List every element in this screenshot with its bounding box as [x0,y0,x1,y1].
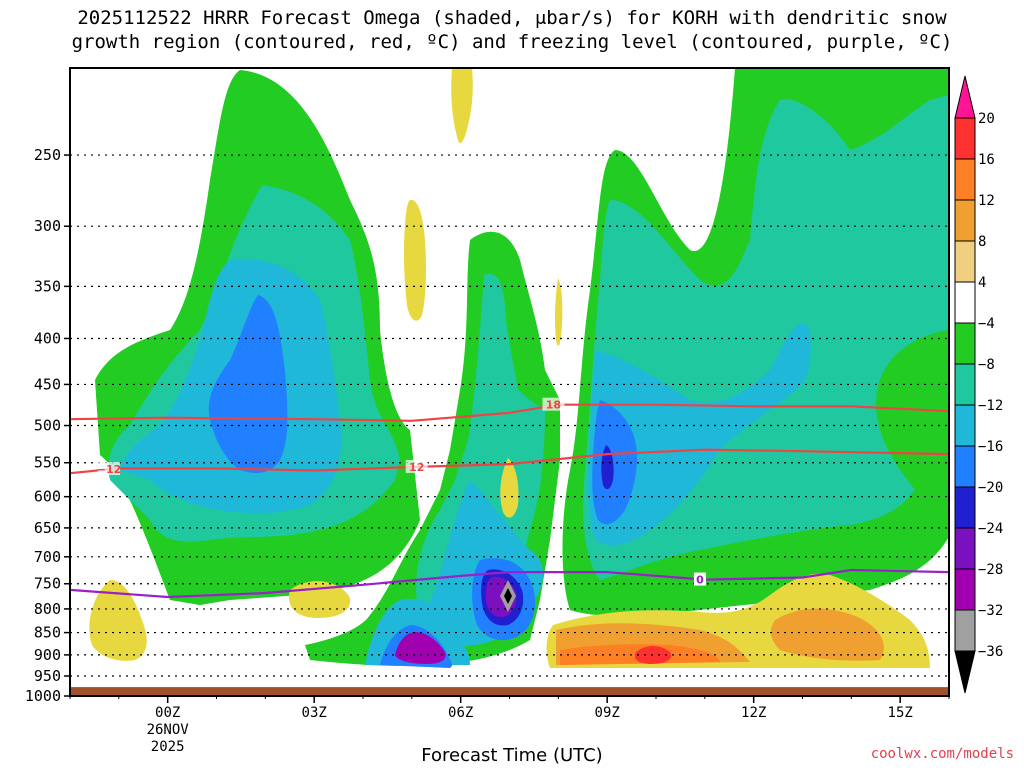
y-tick-label: 300 [34,217,61,235]
x-tick-label: 09Z [595,705,620,721]
y-tick-label: 350 [34,277,61,295]
colorbar-level-label: −8 [978,357,995,373]
title-line-1: 2025112522 HRRR Forecast Omega (shaded, … [77,7,947,29]
dgz-contour-label: 18 [546,399,561,412]
colorbar-top-arrow [954,75,976,119]
colorbar-swatch [954,199,976,242]
y-tick-label: 800 [34,600,61,618]
contour-label-bg [542,397,565,411]
colorbar-level-label: −28 [978,562,1003,578]
colorbar-level-label: −12 [978,398,1003,414]
y-tick-label: 400 [34,329,61,347]
colorbar-swatch [954,486,976,529]
omega-region-black-core [504,588,512,604]
y-tick-label: 250 [34,146,61,164]
colorbar-swatch [954,404,976,447]
y-tick-label: 900 [34,646,61,664]
contour-label-bg [405,459,428,473]
title-line-2: growth region (contoured, red, ºC) and f… [71,31,953,53]
colorbar-level-label: 4 [978,275,986,291]
chart-title: 2025112522 HRRR Forecast Omega (shaded, … [0,6,1024,54]
colorbar: 20 16 12 8 4 −4 −8 −12 −16 −20 −24 −28 −32 −36 [954,75,1003,694]
y-tick-label: 1000 [25,687,61,705]
colorbar-swatch [954,363,976,406]
colorbar-swatch [954,568,976,611]
colorbar-level-label: 8 [978,234,986,250]
x-tick-year: 2025 [151,739,185,755]
x-tick-label: 15Z [888,705,913,721]
colorbar-level-label: −4 [978,316,995,332]
colorbar-level-label: −20 [978,480,1003,496]
y-tick-label: 450 [34,375,61,393]
colorbar-swatch [954,322,976,365]
x-tick-date: 26NOV [147,722,190,738]
freezing-level-contour [69,568,950,599]
watermark: coolwx.com/models [870,746,1014,762]
x-tick-label: 12Z [741,705,766,721]
omega-region-blue-left [208,295,288,473]
x-tick-label: 03Z [302,705,327,721]
colorbar-swatch [954,527,976,570]
colorbar-level-label: −36 [978,644,1003,660]
omega-region-red-right [634,646,672,664]
colorbar-swatch [954,281,976,324]
colorbar-swatch [954,158,976,201]
y-tick-label: 850 [34,624,61,642]
y-tick-label: 750 [34,575,61,593]
colorbar-level-label: 12 [978,193,995,209]
omega-region-yellow-left [89,580,147,661]
contour-label-bg [98,462,121,476]
colorbar-swatch [954,609,976,652]
colorbar-bottom-arrow [954,650,976,694]
omega-region-yellow-upper [403,199,426,321]
omega-region-yellow-thin [554,278,563,346]
dgz-contour [69,448,950,475]
x-axis-label: Forecast Time (UTC) [421,745,603,766]
colorbar-level-label: −24 [978,521,1003,537]
colorbar-swatch [954,240,976,283]
colorbar-level-label: 20 [978,111,995,127]
omega-region-yellow-top [451,68,473,144]
colorbar-level-label: −16 [978,439,1003,455]
ground-surface [70,687,949,696]
dgz-contour [69,403,950,422]
omega-region-cyan-right [587,323,811,546]
x-tick-label: 06Z [448,705,473,721]
y-tick-label: 600 [34,488,61,506]
y-tick-label: 650 [34,519,61,537]
y-tick-label: 950 [34,667,61,685]
contour-label-bg [693,572,706,586]
omega-region-blue-right [592,400,637,525]
contour-lines: −12 12 18 0 [69,397,950,599]
y-tick-label: 700 [34,548,61,566]
dgz-contour-label: 12 [409,461,424,474]
omega-region-darkblue-right [601,445,614,490]
y-tick-label: 500 [34,417,61,435]
y-axis: 250 300 350 400 450 500 550 600 650 700 750 800 850 9… [25,146,70,705]
colorbar-swatch [954,117,976,160]
shaded-omega-field [89,68,949,668]
colorbar-swatch [954,445,976,488]
colorbar-level-label: −32 [978,603,1003,619]
freezing-contour-label: 0 [696,574,704,587]
colorbar-level-label: 16 [978,152,995,168]
y-tick-label: 550 [34,454,61,472]
ground-layer [70,687,949,696]
omega-region-tan-right2 [770,608,884,661]
omega-region-yellow-mid [500,458,519,518]
omega-region-purple-low [395,632,446,664]
x-tick-label: 00Z [155,705,180,721]
dgz-contour-label: −12 [97,463,122,476]
